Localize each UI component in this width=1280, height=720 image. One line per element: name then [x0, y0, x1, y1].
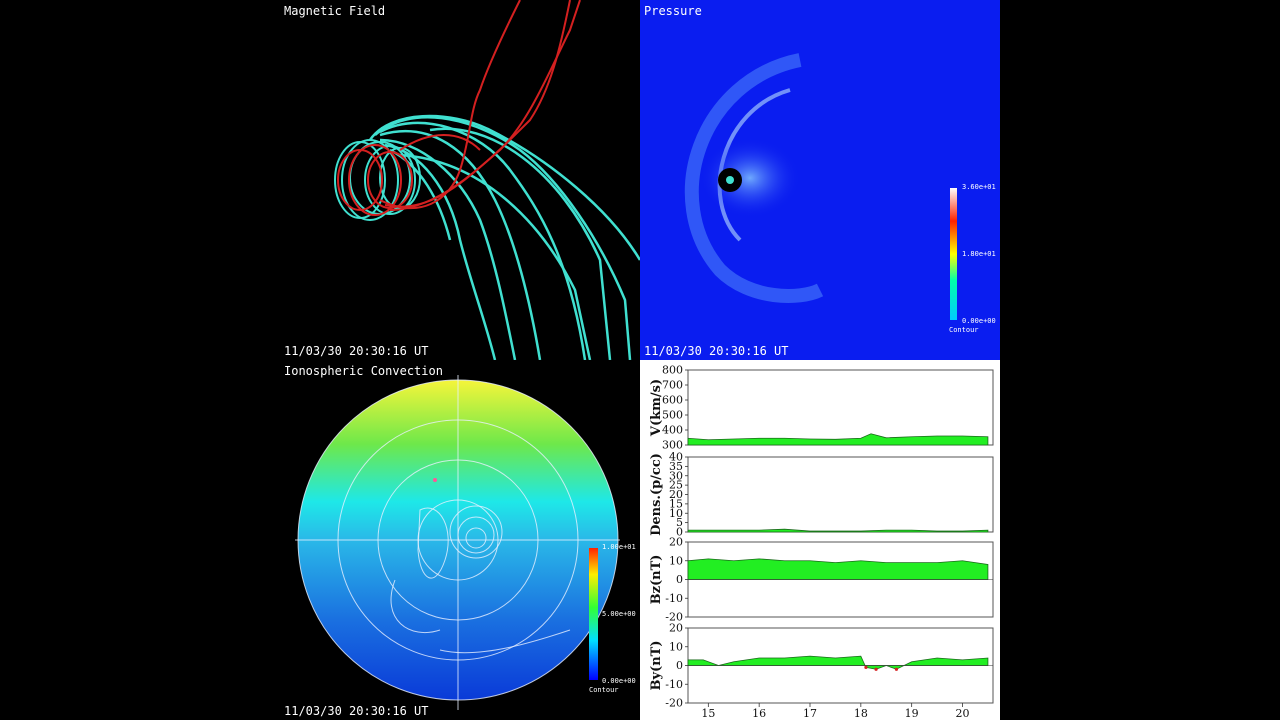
y-tick-label: 400 — [662, 424, 683, 437]
y-tick-label: 15 — [669, 497, 683, 510]
y-axis-label: V(km/s) — [649, 379, 664, 437]
y-tick-label: 500 — [662, 409, 683, 422]
panel-title: Pressure — [644, 4, 702, 18]
negative-mark — [874, 667, 878, 671]
y-axis-label: By(nT) — [649, 641, 664, 691]
y-tick-label: 700 — [662, 379, 683, 392]
y-axis-label: Bz(nT) — [649, 555, 664, 605]
y-tick-label: 40 — [669, 451, 683, 464]
y-tick-label: 600 — [662, 394, 683, 407]
y-tick-label: 800 — [662, 364, 683, 377]
panel-title: Magnetic Field — [284, 4, 386, 18]
x-tick-label: 16 — [752, 707, 766, 720]
y-tick-label: -20 — [665, 697, 683, 710]
x-tick-label: 17 — [803, 707, 817, 720]
panel-title: Ionospheric Convection — [284, 364, 443, 378]
timestamp: 11/03/30 20:30:16 UT — [644, 344, 789, 358]
colorbar-max: 1.00e+01 — [602, 543, 636, 551]
timestamp: 11/03/30 20:30:16 UT — [284, 344, 429, 358]
y-tick-label: 20 — [669, 622, 683, 635]
subplot-frame — [687, 369, 994, 446]
x-tick-label: 20 — [956, 707, 970, 720]
y-tick-label: 0 — [676, 659, 683, 672]
colorbar-mid: 5.00e+00 — [602, 610, 636, 618]
y-tick-label: 10 — [669, 554, 683, 567]
colorbar-min: 0.00e+00 — [602, 677, 636, 685]
timeseries-chart: 300400500600700800V(km/s)051015202530354… — [649, 364, 994, 720]
negative-mark — [894, 667, 899, 671]
series-area — [687, 558, 989, 580]
x-tick-label: 15 — [701, 707, 715, 720]
convection-colorbar — [589, 548, 598, 680]
colorbar-min: 0.00e+00 — [962, 317, 996, 325]
y-tick-label: 5 — [676, 516, 683, 529]
colorbar-max: 3.60e+01 — [962, 183, 996, 191]
series-area — [687, 528, 989, 533]
x-tick-label: 18 — [854, 707, 868, 720]
magnetic-field-visualization — [334, 0, 640, 360]
ionosphere-visualization — [295, 375, 620, 710]
pressure-colorbar — [950, 188, 957, 320]
timestamp: 11/03/30 20:30:16 UT — [284, 704, 429, 718]
pressure-panel: 3.60e+01 1.80e+01 0.00e+00 Contour Press… — [640, 0, 1000, 360]
y-axis-label: Dens.(p/cc) — [649, 453, 664, 536]
colorbar-mid: 1.80e+01 — [962, 250, 996, 258]
y-tick-label: 0 — [676, 526, 683, 539]
pressure-visualization — [684, 53, 957, 320]
y-tick-label: 35 — [669, 460, 683, 473]
subplot-frame — [687, 456, 994, 533]
y-tick-label: 20 — [669, 536, 683, 549]
y-tick-label: 30 — [669, 469, 683, 482]
series-area — [687, 655, 989, 670]
y-tick-label: -10 — [665, 678, 683, 691]
x-tick-label: 19 — [905, 707, 919, 720]
y-tick-label: -10 — [665, 592, 683, 605]
negative-mark — [864, 665, 868, 669]
series-area — [687, 433, 989, 446]
colorbar-label: Contour — [949, 326, 979, 334]
y-tick-label: 0 — [676, 573, 683, 586]
y-tick-label: 20 — [669, 488, 683, 501]
y-tick-label: 300 — [662, 439, 683, 452]
solar-wind-timeseries-panel: 300 400 500 600 700 800 V(km/s) 0 5 10 15 20 25 30 35 4… — [640, 360, 1000, 720]
y-tick-label: 10 — [669, 507, 683, 520]
y-tick-label: 10 — [669, 640, 683, 653]
colorbar-label: Contour — [589, 686, 619, 694]
magnetic-field-panel: Magnetic Field 11/03/30 20:30:16 UT — [280, 0, 640, 360]
y-tick-label: 25 — [669, 479, 683, 492]
ionospheric-convection-panel: 1.00e+01 5.00e+00 0.00e+00 Contour Ionos… — [280, 360, 640, 720]
y-tick-label: -20 — [665, 611, 683, 624]
